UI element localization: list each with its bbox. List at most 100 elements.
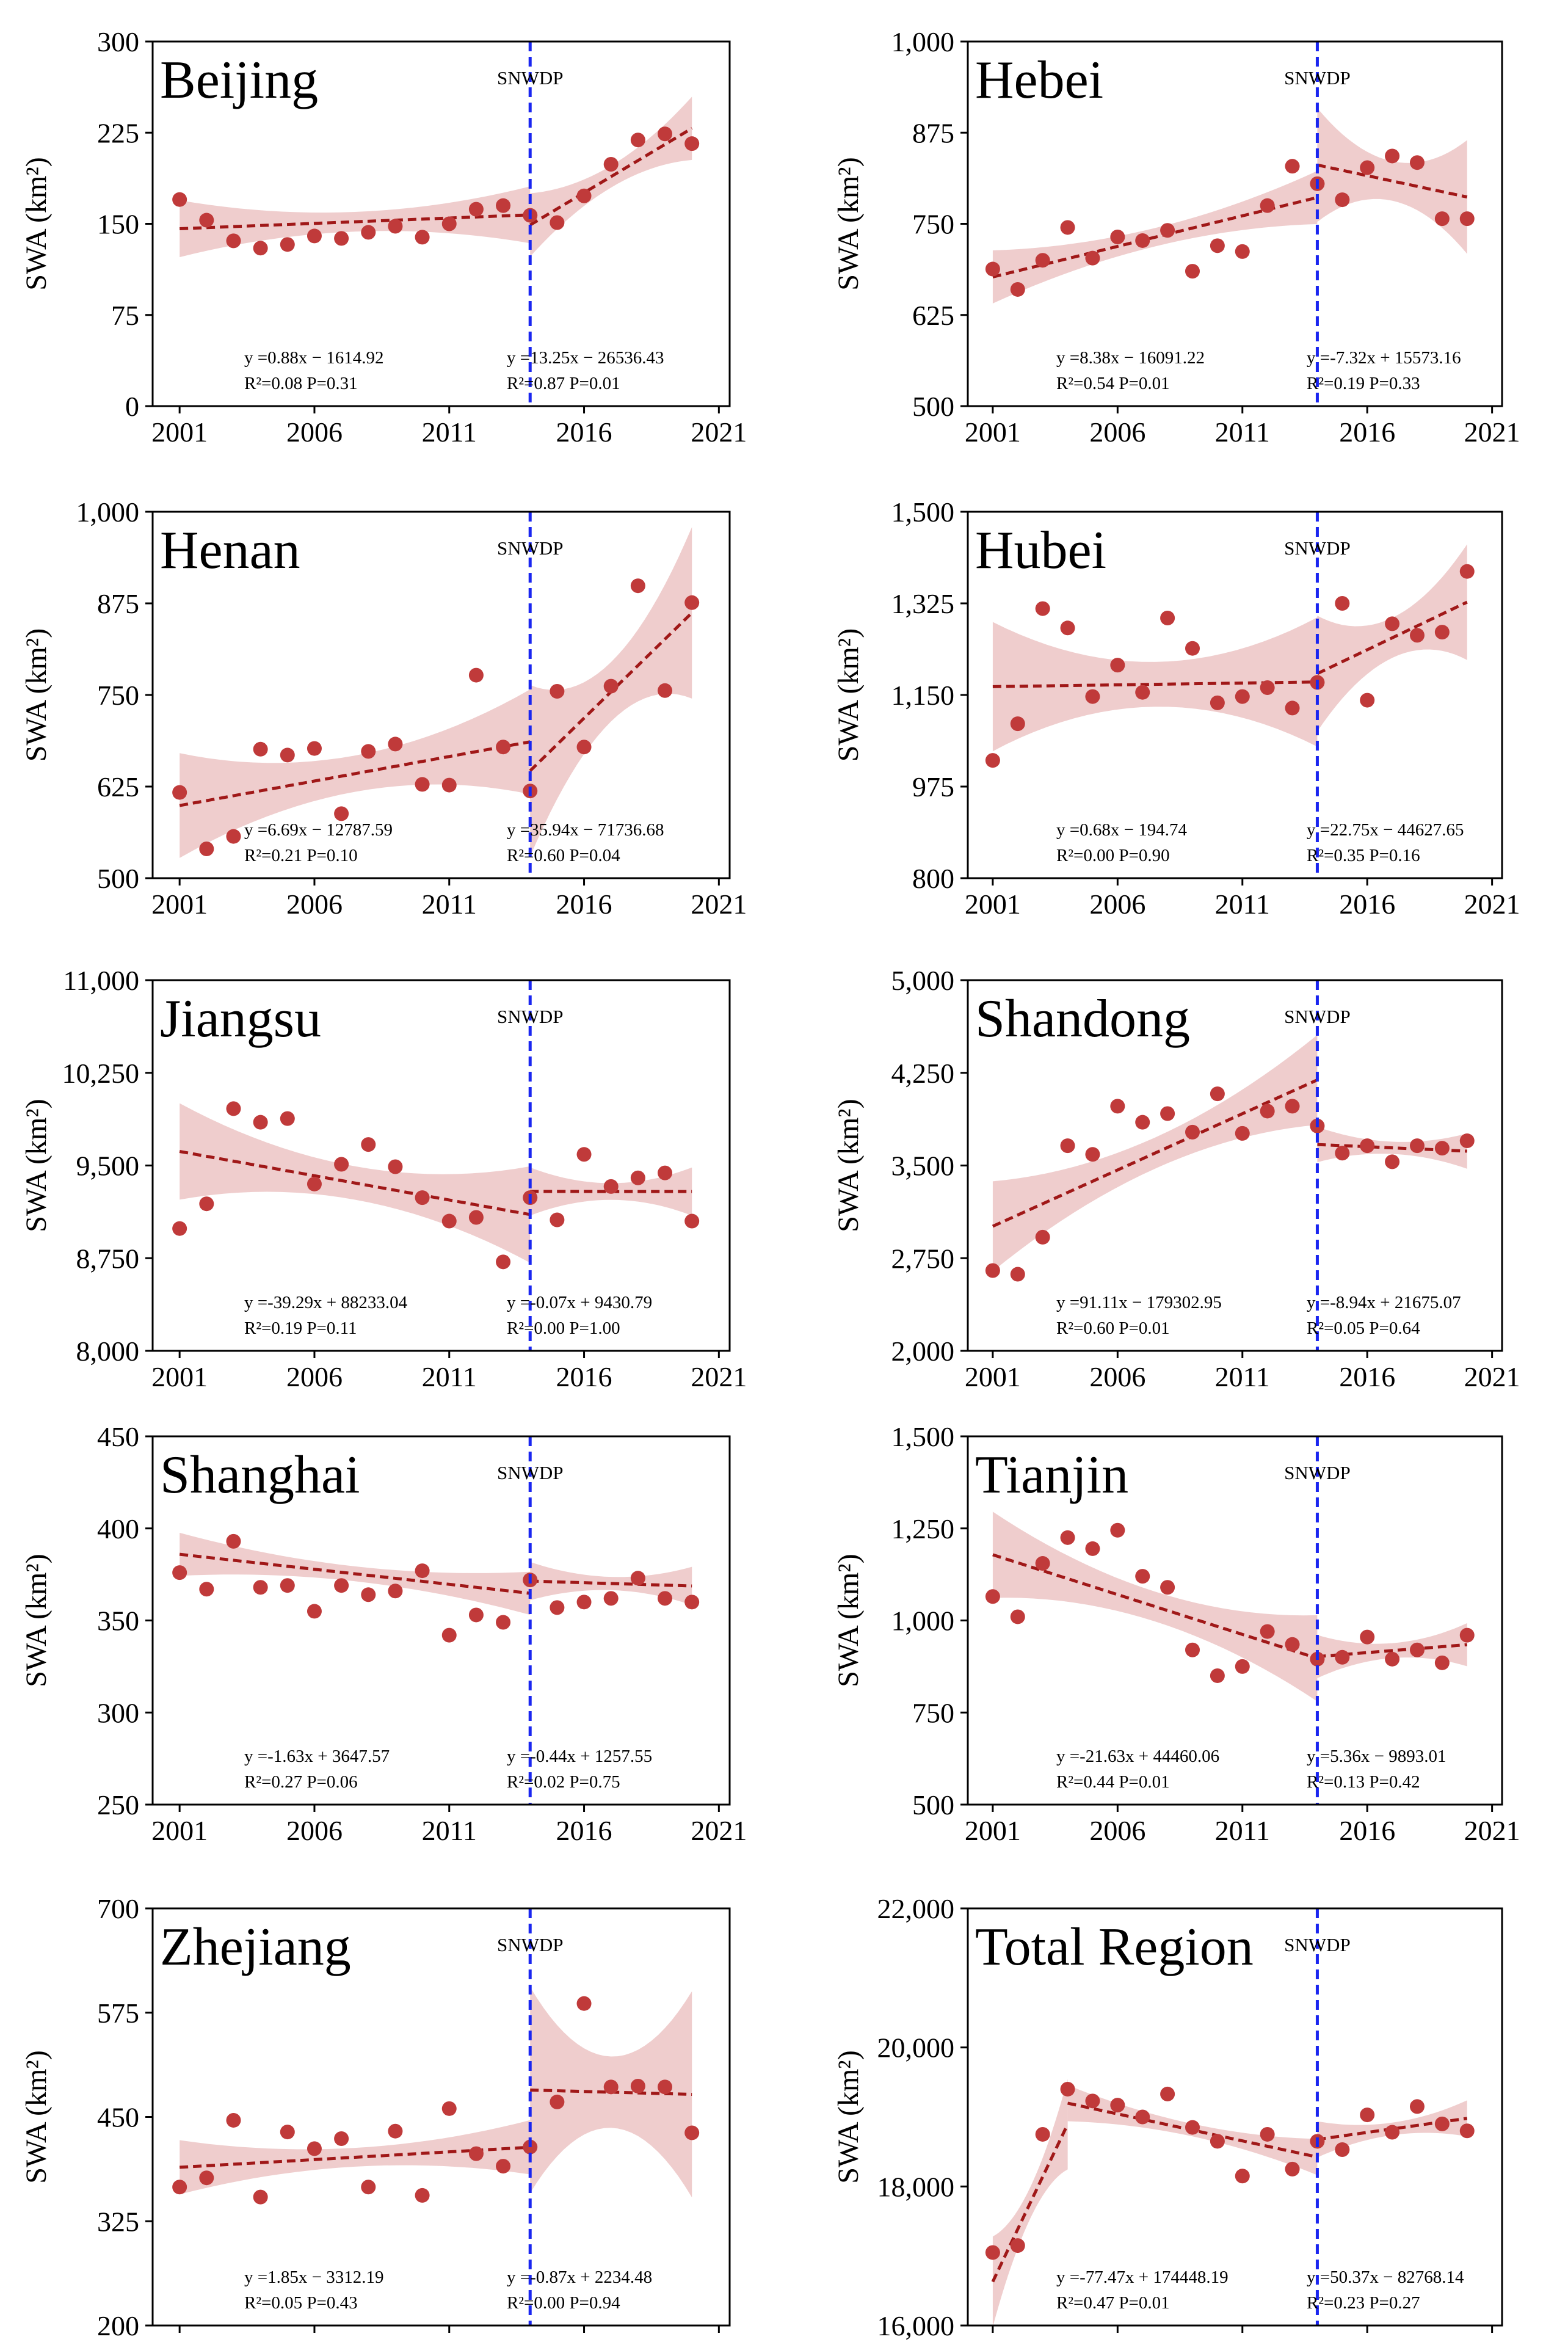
fit-equation: y =22.75x − 44627.65: [1307, 820, 1464, 840]
data-point: [1135, 2109, 1150, 2125]
data-point: [1385, 616, 1400, 631]
data-point: [576, 740, 592, 755]
panel-title: Jiangsu: [160, 989, 321, 1049]
x-tick-label: 2006: [1089, 1815, 1145, 1846]
y-tick-label: 350: [97, 1606, 139, 1637]
fit-stats: R²=0.21 P=0.10: [244, 846, 358, 865]
chart-panel-1: SNWDP 2001 2006 2011 2016 2021 0 75 150 225 300 SWA…: [20, 26, 747, 448]
data-point: [550, 1212, 565, 1227]
fit-stats: R²=0.35 P=0.16: [1307, 846, 1420, 865]
data-point: [576, 1147, 592, 1162]
x-tick-label: 2001: [965, 1361, 1021, 1392]
y-tick-label: 3,500: [891, 1151, 955, 1182]
data-point: [1085, 2093, 1100, 2109]
y-tick-label: 500: [912, 391, 954, 422]
data-point: [576, 1595, 592, 1610]
y-tick-label: 750: [912, 209, 954, 240]
data-point: [496, 1254, 511, 1270]
fit-equation: y =-7.32x + 15573.16: [1307, 348, 1461, 368]
data-point: [226, 829, 241, 844]
x-tick-label: 2011: [1215, 1361, 1270, 1392]
x-tick-label: 2001: [151, 1815, 208, 1846]
y-tick-label: 20,000: [877, 2032, 955, 2064]
trend-line: [1317, 1643, 1467, 1659]
x-tick-label: 2011: [422, 889, 477, 920]
fit-equation: y =91.11x − 179302.95: [1056, 1293, 1222, 1312]
data-point: [630, 1571, 645, 1586]
x-tick-label: 2021: [1464, 2336, 1520, 2342]
y-tick-label: 2,000: [891, 1336, 955, 1367]
data-point: [334, 806, 349, 821]
y-tick-label: 625: [912, 300, 954, 331]
x-tick-label: 2001: [151, 416, 208, 448]
chart-panel-10: SNWDP 2001 2006 2011 2016 2021 16,000 18,000 20,…: [832, 1893, 1520, 2342]
y-tick-label: 2,750: [891, 1243, 955, 1274]
chart-panel-4: SNWDP 2001 2006 2011 2016 2021 800 975 1,150 1,32…: [832, 496, 1520, 920]
y-tick-label: 1,500: [891, 1421, 955, 1452]
data-point: [1210, 2134, 1225, 2149]
data-point: [603, 1591, 619, 1606]
y-tick-label: 250: [97, 1789, 139, 1820]
panel-title: Shanghai: [160, 1446, 360, 1505]
data-point: [1185, 1642, 1200, 1657]
trend-line: [179, 1150, 531, 1216]
y-tick-label: 18,000: [877, 2171, 955, 2202]
x-tick-label: 2001: [151, 1361, 208, 1392]
fit-equation: y =1.85x − 3312.19: [244, 2267, 383, 2287]
data-point: [441, 1627, 457, 1643]
data-point: [172, 1565, 187, 1580]
data-point: [496, 1615, 511, 1630]
x-tick-label: 2006: [1089, 1361, 1145, 1392]
data-point: [1285, 2161, 1300, 2177]
fit-stats: R²=0.60 P=0.01: [1056, 1318, 1170, 1338]
y-tick-label: 400: [97, 1513, 139, 1544]
x-tick-label: 2016: [556, 2336, 612, 2342]
y-tick-label: 700: [97, 1893, 139, 1924]
data-point: [550, 684, 565, 699]
data-point: [1235, 2169, 1250, 2184]
x-tick-label: 2021: [691, 416, 747, 448]
data-point: [415, 777, 430, 792]
x-tick-label: 2011: [1215, 416, 1270, 448]
data-point: [658, 683, 673, 698]
y-tick-label: 450: [97, 1421, 139, 1452]
data-point: [1110, 229, 1125, 244]
data-point: [684, 595, 700, 610]
y-tick-label: 750: [97, 680, 139, 711]
data-point: [1110, 1099, 1125, 1114]
trend-line: [180, 2145, 531, 2169]
x-tick-label: 2021: [691, 2336, 747, 2342]
data-point: [1010, 1267, 1025, 1282]
x-tick-label: 2001: [965, 2336, 1021, 2342]
data-point: [468, 1607, 484, 1623]
data-point: [1285, 700, 1300, 716]
data-point: [307, 741, 322, 756]
data-point: [199, 842, 214, 856]
data-point: [1060, 220, 1075, 235]
data-point: [603, 156, 619, 172]
y-tick-label: 875: [97, 588, 139, 619]
fit-stats: R²=0.54 P=0.01: [1056, 374, 1170, 393]
data-point: [1285, 1637, 1300, 1652]
data-point: [1385, 1154, 1400, 1169]
data-point: [1085, 1541, 1100, 1556]
y-tick-label: 225: [97, 117, 139, 148]
data-point: [1035, 1229, 1050, 1245]
data-point: [280, 1578, 295, 1593]
data-point: [1434, 1655, 1450, 1670]
x-tick-label: 2021: [691, 1815, 747, 1846]
data-point: [1335, 192, 1350, 208]
confidence-band: [992, 1511, 1318, 1701]
confidence-band: [1317, 108, 1467, 254]
fit-stats: R²=0.05 P=0.64: [1307, 1318, 1420, 1338]
data-point: [603, 678, 619, 694]
data-point: [1335, 1649, 1350, 1665]
panel-title: Hubei: [975, 521, 1106, 580]
x-tick-label: 2011: [422, 416, 477, 448]
data-point: [1260, 2126, 1275, 2142]
data-point: [172, 1221, 187, 1236]
trend-line: [991, 2123, 1069, 2283]
x-tick-label: 2011: [1215, 2336, 1270, 2342]
data-point: [1160, 611, 1175, 625]
y-tick-label: 750: [912, 1697, 954, 1728]
